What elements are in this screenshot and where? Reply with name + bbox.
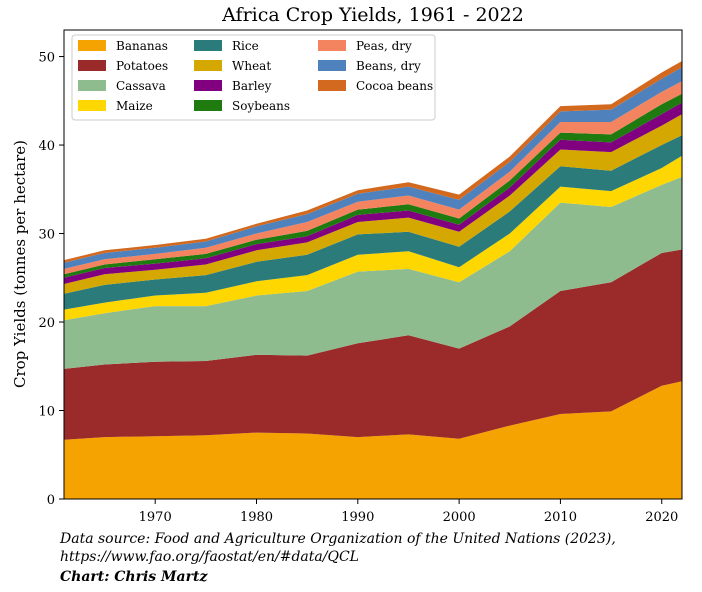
y-axis-label: Crop Yields (tonnes per hectare)	[11, 140, 29, 388]
y-tick-label: 50	[38, 51, 55, 66]
area-potatoes	[64, 249, 682, 440]
legend-label: Bananas	[116, 39, 168, 53]
area-bananas	[64, 381, 682, 499]
chart-title: Africa Crop Yields, 1961 - 2022	[221, 4, 524, 26]
legend-swatch	[78, 100, 106, 111]
legend-swatch	[78, 60, 106, 71]
area-cassava	[64, 176, 682, 369]
legend-label: Potatoes	[116, 59, 168, 73]
legend-label: Cocoa beans	[356, 79, 433, 93]
legend-swatch	[318, 40, 346, 51]
chart: Africa Crop Yields, 1961 - 2022 1970 1980…	[11, 4, 683, 525]
legend-label: Peas, dry	[356, 39, 412, 53]
legend-swatch	[194, 60, 222, 71]
x-tick-label: 1990	[341, 510, 374, 525]
x-tick-label: 2000	[443, 510, 476, 525]
y-tick-label: 20	[38, 316, 55, 331]
source-line-1: Data source: Food and Agriculture Organi…	[60, 531, 616, 547]
legend-swatch	[318, 80, 346, 91]
legend-label: Rice	[232, 39, 259, 53]
x-axis: 1970 1980 1990 2000 2010 2020	[139, 499, 678, 525]
legend-label: Beans, dry	[356, 59, 421, 73]
y-tick-label: 40	[38, 139, 55, 154]
area-rice	[64, 135, 682, 310]
legend-label: Wheat	[232, 59, 271, 73]
legend-swatch	[78, 40, 106, 51]
y-tick-label: 0	[47, 493, 55, 508]
chart-credit: Chart: Chris Martz	[60, 569, 208, 585]
x-tick-label: 2020	[645, 510, 678, 525]
area-maize	[64, 155, 682, 321]
areas-layer	[64, 61, 682, 499]
y-tick-label: 10	[38, 405, 55, 420]
legend-swatch	[318, 60, 346, 71]
legend-swatch	[194, 40, 222, 51]
legend-swatch	[78, 80, 106, 91]
legend-swatch	[194, 100, 222, 111]
plot-frame	[63, 29, 683, 500]
x-tick-label: 1970	[139, 510, 172, 525]
y-tick-label: 30	[38, 228, 55, 243]
legend-label: Maize	[116, 99, 153, 113]
legend-label: Soybeans	[232, 99, 290, 113]
source-url: https://www.fao.org/faostat/en/#data/QCL	[60, 549, 359, 565]
area-wheat	[64, 114, 682, 294]
x-tick-label: 2010	[544, 510, 577, 525]
legend-label: Cassava	[116, 79, 166, 93]
y-axis: 0 10 20 30 40 50	[38, 51, 64, 508]
x-tick-label: 1980	[240, 510, 273, 525]
legend-frame	[71, 34, 436, 121]
legend-label: Barley	[232, 79, 272, 93]
legend-swatch	[194, 80, 222, 91]
legend: Bananas Potatoes Cassava Maize Rice Wheat Barl…	[71, 34, 436, 121]
